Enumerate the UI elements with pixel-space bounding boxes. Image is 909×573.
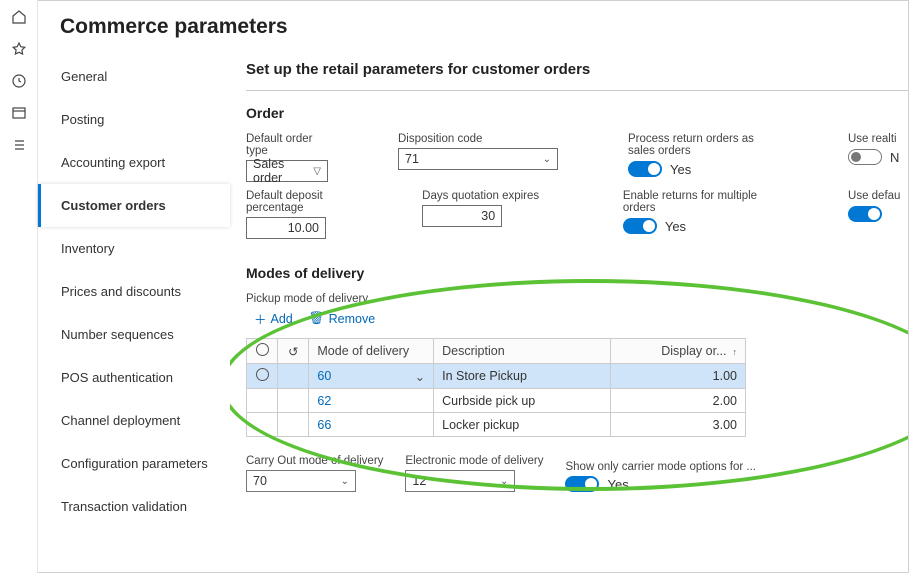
mode-cell[interactable]: 66: [309, 413, 434, 437]
mode-cell[interactable]: 62: [309, 389, 434, 413]
deposit-pct-field: Default deposit percentage 10.00: [246, 190, 352, 239]
display-cell: 3.00: [610, 413, 745, 437]
display-cell: 1.00: [610, 364, 745, 389]
select-all-header[interactable]: [247, 339, 278, 364]
remove-button[interactable]: 🗑 Remove: [309, 309, 375, 328]
default-order-type-select[interactable]: Sales order ▽: [246, 160, 328, 182]
days-quotation-field: Days quotation expires 30: [422, 190, 553, 239]
days-quotation-input[interactable]: 30: [422, 205, 502, 227]
side-nav: GeneralPostingAccounting exportCustomer …: [38, 51, 230, 572]
chevron-down-icon: ▽: [313, 166, 321, 177]
electronic-select[interactable]: 12⌄: [405, 470, 515, 492]
show-only-label: Show only carrier mode options for ...: [565, 461, 775, 473]
main-content: Set up the retail parameters for custome…: [230, 51, 908, 572]
disposition-code-label: Disposition code: [398, 133, 558, 145]
chevron-down-icon: ⌄: [341, 476, 349, 487]
table-row[interactable]: 62Curbside pick up2.00: [247, 389, 746, 413]
electronic-label: Electronic mode of delivery: [405, 455, 543, 467]
desc-cell: In Store Pickup: [434, 364, 611, 389]
row-expand[interactable]: [278, 413, 309, 437]
table-row[interactable]: 66Locker pickup3.00: [247, 413, 746, 437]
show-only-field: Show only carrier mode options for ... Y…: [565, 461, 775, 492]
enable-returns-toggle[interactable]: [623, 218, 657, 234]
sidebar-item-prices-and-discounts[interactable]: Prices and discounts: [38, 270, 230, 313]
show-only-toggle[interactable]: [565, 476, 599, 492]
disposition-code-select[interactable]: 71 ⌄: [398, 148, 558, 170]
electronic-field: Electronic mode of delivery 12⌄: [405, 455, 543, 492]
enable-returns-field: Enable returns for multiple orders Yes: [623, 190, 778, 239]
enable-returns-label: Enable returns for multiple orders: [623, 190, 778, 214]
sidebar-item-general[interactable]: General: [38, 55, 230, 98]
show-only-value: Yes: [607, 477, 628, 492]
sidebar-item-inventory[interactable]: Inventory: [38, 227, 230, 270]
home-icon[interactable]: [10, 8, 28, 26]
use-realtime-value: N: [890, 150, 899, 165]
use-default-label: Use defau: [848, 190, 908, 202]
left-rail: [0, 0, 38, 573]
days-quotation-label: Days quotation expires: [422, 190, 553, 202]
section-heading: Set up the retail parameters for custome…: [246, 55, 908, 90]
list-icon[interactable]: [10, 136, 28, 154]
deposit-pct-input[interactable]: 10.00: [246, 217, 326, 239]
disposition-code-field: Disposition code 71 ⌄: [398, 133, 558, 182]
desc-cell: Curbside pick up: [434, 389, 611, 413]
sidebar-item-number-sequences[interactable]: Number sequences: [38, 313, 230, 356]
sidebar-item-posting[interactable]: Posting: [38, 98, 230, 141]
page: Commerce parameters GeneralPostingAccoun…: [38, 0, 909, 573]
add-button[interactable]: ＋ Add: [254, 309, 293, 328]
carry-out-select[interactable]: 70⌄: [246, 470, 356, 492]
mode-col-header[interactable]: Mode of delivery: [309, 339, 434, 364]
display-cell: 2.00: [610, 389, 745, 413]
row-select[interactable]: [247, 364, 278, 389]
desc-cell: Locker pickup: [434, 413, 611, 437]
display-col-header[interactable]: Display or...↑: [610, 339, 745, 364]
process-return-field: Process return orders as sales orders Ye…: [628, 133, 778, 182]
sidebar-item-transaction-validation[interactable]: Transaction validation: [38, 485, 230, 528]
mode-cell[interactable]: 60 ⌄: [309, 364, 434, 389]
sidebar-item-configuration-parameters[interactable]: Configuration parameters: [38, 442, 230, 485]
process-return-toggle[interactable]: [628, 161, 662, 177]
sidebar-item-pos-authentication[interactable]: POS authentication: [38, 356, 230, 399]
sidebar-item-accounting-export[interactable]: Accounting export: [38, 141, 230, 184]
page-title: Commerce parameters: [38, 1, 908, 51]
enable-returns-value: Yes: [665, 219, 686, 234]
use-realtime-field: Use realti N: [848, 133, 908, 182]
carry-out-field: Carry Out mode of delivery 70⌄: [246, 455, 383, 492]
row-select[interactable]: [247, 413, 278, 437]
refresh-header[interactable]: ↻: [278, 339, 309, 364]
sidebar-item-customer-orders[interactable]: Customer orders: [38, 184, 230, 227]
pickup-mode-label: Pickup mode of delivery: [246, 291, 908, 305]
star-icon[interactable]: [10, 40, 28, 58]
pickup-mode-table: ↻ Mode of delivery Description Display o…: [246, 338, 746, 437]
process-return-label: Process return orders as sales orders: [628, 133, 778, 157]
use-realtime-toggle[interactable]: [848, 149, 882, 165]
process-return-value: Yes: [670, 162, 691, 177]
clock-icon[interactable]: [10, 72, 28, 90]
deposit-pct-label: Default deposit percentage: [246, 190, 352, 214]
sidebar-item-channel-deployment[interactable]: Channel deployment: [38, 399, 230, 442]
carry-out-label: Carry Out mode of delivery: [246, 455, 383, 467]
modes-heading: Modes of delivery: [246, 257, 908, 291]
order-heading: Order: [246, 97, 908, 131]
use-default-field: Use defau: [848, 190, 908, 239]
module-icon[interactable]: [10, 104, 28, 122]
table-row[interactable]: 60 ⌄In Store Pickup1.00: [247, 364, 746, 389]
use-default-toggle[interactable]: [848, 206, 882, 222]
default-order-type-field: Default order type Sales order ▽: [246, 133, 328, 182]
chevron-down-icon: ⌄: [543, 154, 551, 165]
default-order-type-label: Default order type: [246, 133, 328, 157]
use-realtime-label: Use realti: [848, 133, 908, 145]
row-expand[interactable]: [278, 389, 309, 413]
row-expand[interactable]: [278, 364, 309, 389]
chevron-down-icon: ⌄: [500, 476, 508, 487]
desc-col-header[interactable]: Description: [434, 339, 611, 364]
row-select[interactable]: [247, 389, 278, 413]
